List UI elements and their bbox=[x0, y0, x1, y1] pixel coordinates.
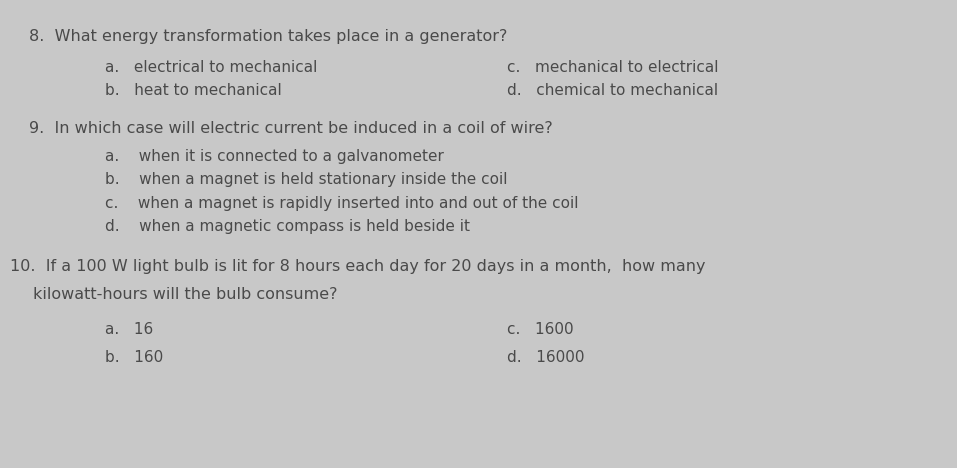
Text: a.   16: a. 16 bbox=[105, 322, 153, 337]
Text: 9.  In which case will electric current be induced in a coil of wire?: 9. In which case will electric current b… bbox=[29, 121, 552, 136]
Text: b.   heat to mechanical: b. heat to mechanical bbox=[105, 83, 282, 98]
Text: 8.  What energy transformation takes place in a generator?: 8. What energy transformation takes plac… bbox=[29, 29, 507, 44]
Text: b.   160: b. 160 bbox=[105, 350, 164, 365]
Text: d.   chemical to mechanical: d. chemical to mechanical bbox=[507, 83, 719, 98]
Text: c.   mechanical to electrical: c. mechanical to electrical bbox=[507, 60, 719, 75]
Text: b.    when a magnet is held stationary inside the coil: b. when a magnet is held stationary insi… bbox=[105, 172, 508, 187]
Text: a.   electrical to mechanical: a. electrical to mechanical bbox=[105, 60, 318, 75]
Text: d.    when a magnetic compass is held beside it: d. when a magnetic compass is held besid… bbox=[105, 219, 470, 234]
Text: c.   1600: c. 1600 bbox=[507, 322, 574, 337]
Text: 10.  If a 100 W light bulb is lit for 8 hours each day for 20 days in a month,  : 10. If a 100 W light bulb is lit for 8 h… bbox=[10, 259, 705, 274]
Text: a.    when it is connected to a galvanometer: a. when it is connected to a galvanomete… bbox=[105, 149, 444, 164]
Text: kilowatt-hours will the bulb consume?: kilowatt-hours will the bulb consume? bbox=[33, 287, 338, 302]
Text: d.   16000: d. 16000 bbox=[507, 350, 585, 365]
Text: c.    when a magnet is rapidly inserted into and out of the coil: c. when a magnet is rapidly inserted int… bbox=[105, 196, 579, 211]
